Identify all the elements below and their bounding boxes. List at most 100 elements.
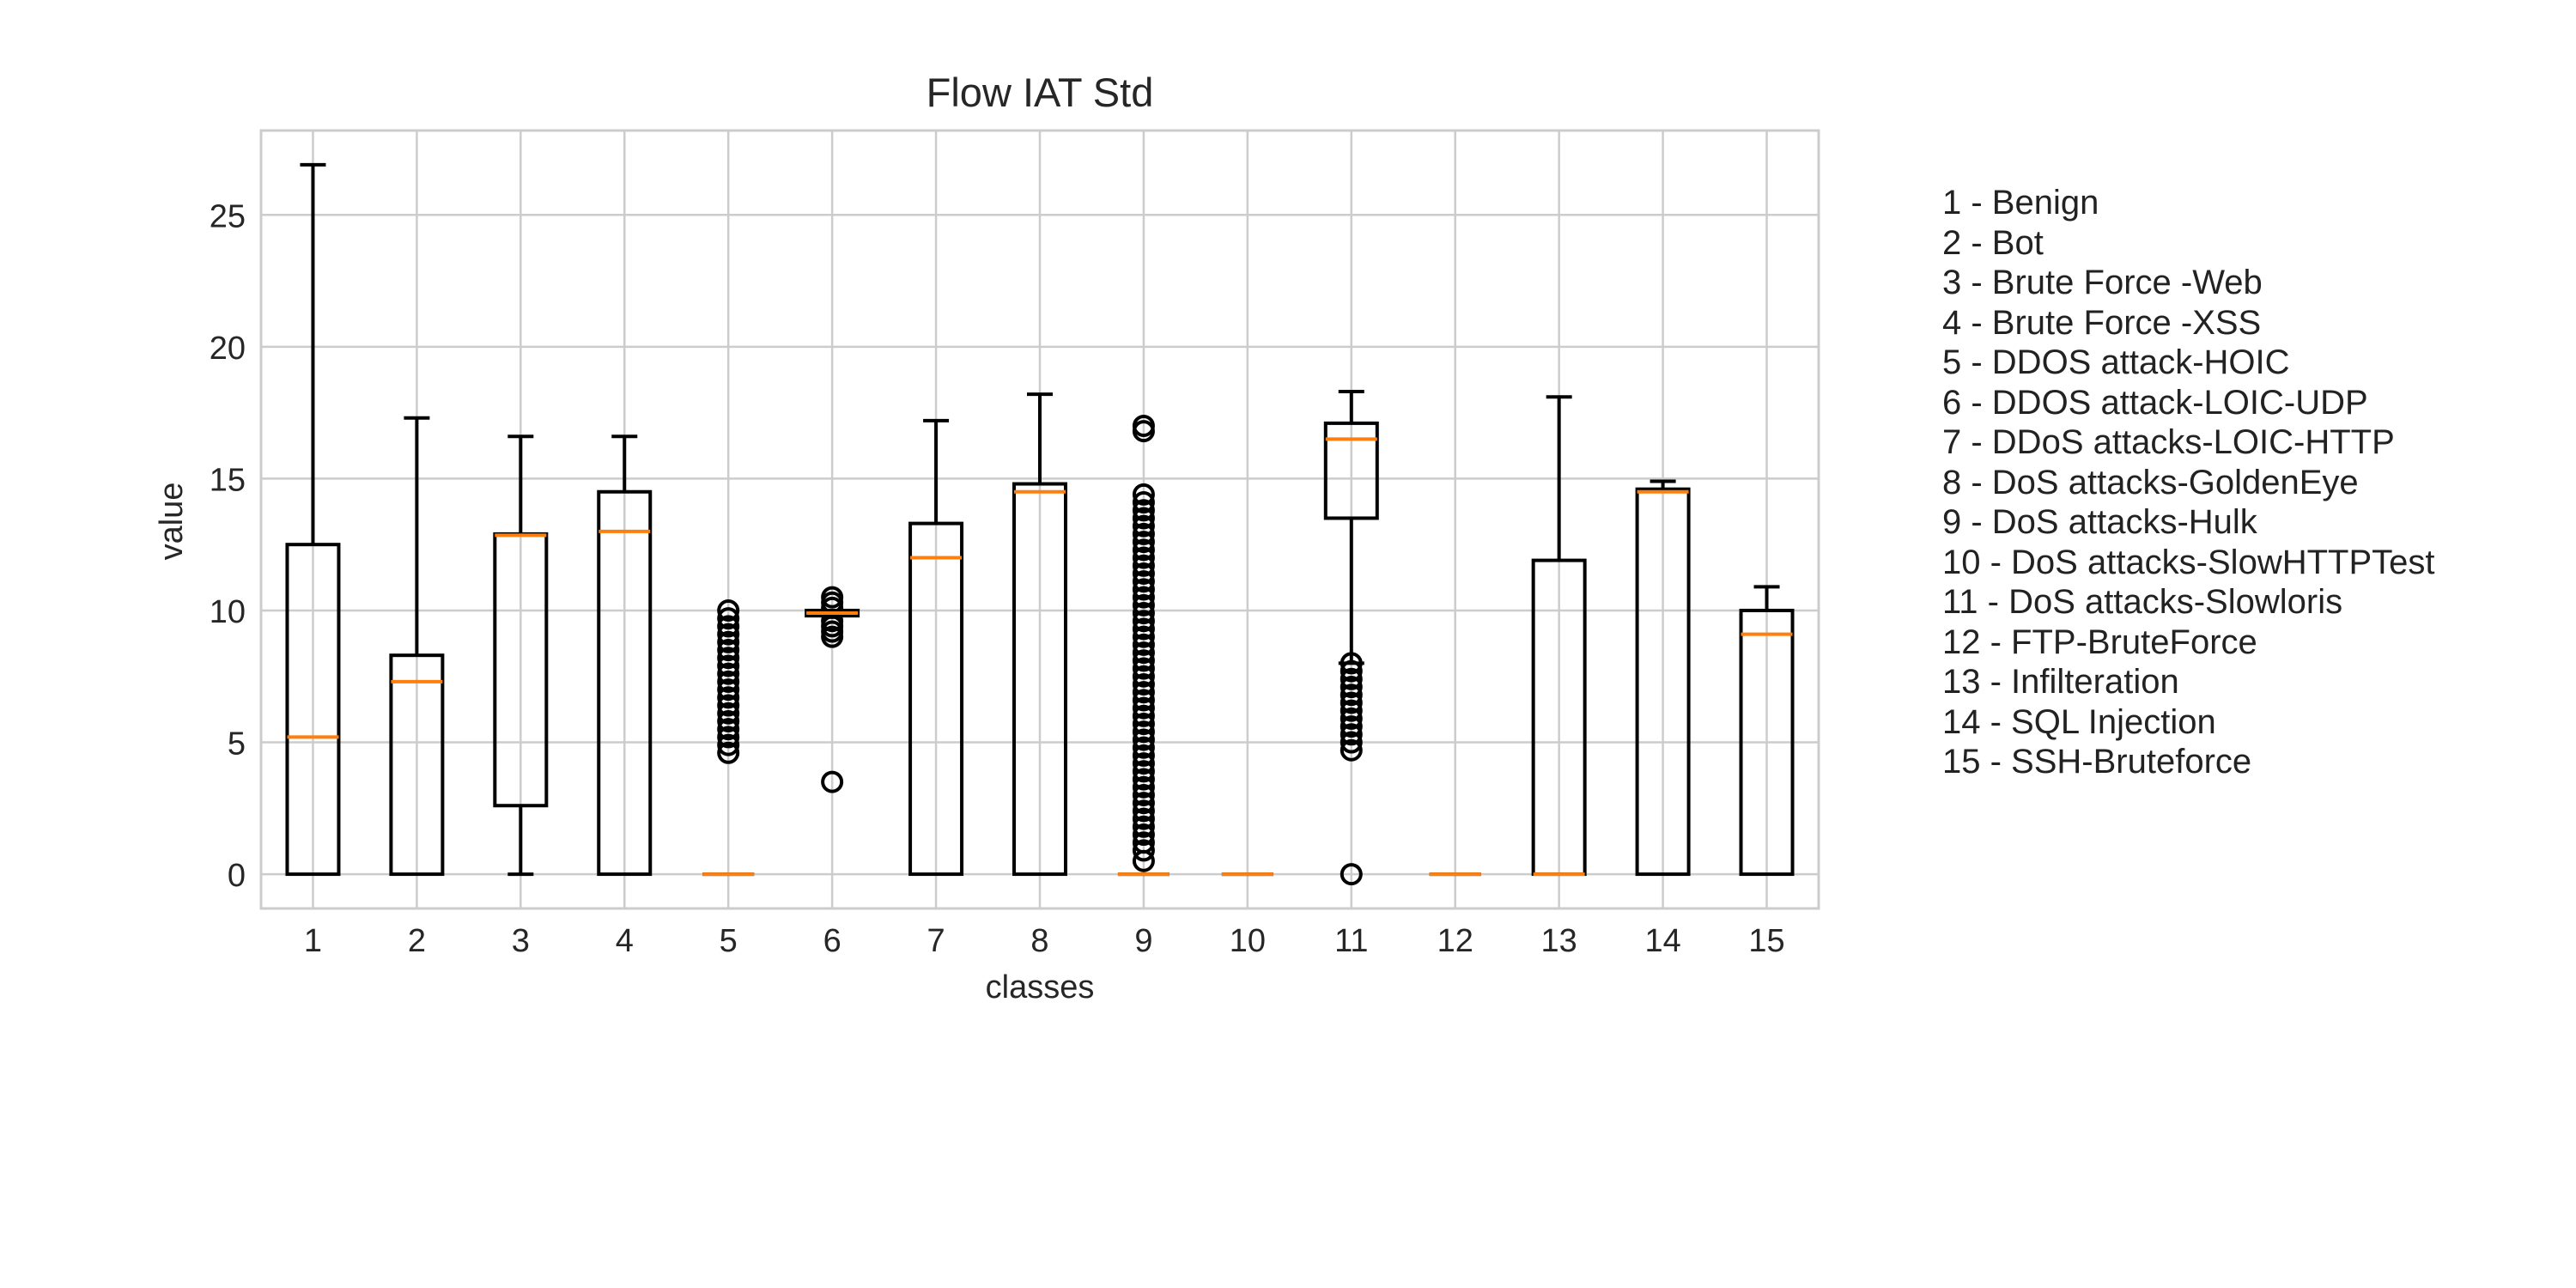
outlier-point bbox=[1132, 514, 1155, 538]
box-group bbox=[1635, 479, 1691, 877]
outlier-point bbox=[1132, 681, 1155, 704]
outlier-point bbox=[1132, 491, 1155, 514]
outlier-point bbox=[1132, 672, 1155, 696]
outlier-point bbox=[1340, 659, 1363, 683]
outlier-point bbox=[1132, 783, 1155, 806]
x-tick-label: 7 bbox=[927, 923, 945, 959]
x-tick-label: 2 bbox=[408, 923, 426, 959]
legend-item: 5 - DDOS attack-HOIC bbox=[1942, 343, 2290, 381]
outlier-point bbox=[1340, 699, 1363, 722]
outlier-point bbox=[1132, 815, 1155, 838]
outlier-point bbox=[1132, 586, 1155, 609]
x-tick-label: 8 bbox=[1030, 923, 1048, 959]
outlier-point bbox=[1340, 667, 1363, 690]
box-group bbox=[702, 598, 755, 877]
outlier-point bbox=[1132, 752, 1155, 775]
class-legend: 1 - Benign 2 - Bot 3 - Brute Force -Web 4 -… bbox=[1942, 183, 2435, 782]
y-tick-label: 15 bbox=[210, 462, 246, 498]
box-group bbox=[493, 434, 549, 877]
x-tick-label: 9 bbox=[1134, 923, 1152, 959]
box-group bbox=[1012, 392, 1067, 877]
outlier-point bbox=[1132, 736, 1155, 759]
outlier-point bbox=[717, 709, 740, 732]
outlier-point bbox=[717, 726, 740, 749]
outlier-point bbox=[717, 623, 740, 646]
box-group bbox=[805, 586, 860, 793]
x-tick-label: 11 bbox=[1334, 923, 1368, 959]
outlier-point bbox=[1340, 683, 1363, 707]
outlier-point bbox=[1132, 775, 1155, 799]
x-tick-label: 5 bbox=[720, 923, 738, 959]
outlier-point bbox=[1132, 831, 1155, 854]
outlier-point bbox=[1132, 562, 1155, 585]
outlier-point bbox=[1132, 617, 1155, 641]
outlier-point bbox=[717, 670, 740, 693]
outlier-point bbox=[1132, 522, 1155, 545]
x-tick-label: 1 bbox=[304, 923, 322, 959]
y-axis-label: value bbox=[154, 483, 190, 561]
legend-item: 1 - Benign bbox=[1942, 184, 2099, 222]
legend-item: 4 - Brute Force -XSS bbox=[1942, 303, 2262, 342]
outlier-point bbox=[1132, 593, 1155, 617]
outlier-point bbox=[1340, 863, 1363, 886]
x-tick-label: 15 bbox=[1748, 923, 1784, 959]
outlier-point bbox=[1132, 720, 1155, 744]
outlier-point bbox=[821, 770, 844, 793]
legend-item: 14 - SQL Injection bbox=[1942, 702, 2216, 741]
outlier-point bbox=[1132, 728, 1155, 751]
outlier-point bbox=[717, 654, 740, 677]
legend-item: 9 - DoS attacks-Hulk bbox=[1942, 503, 2257, 541]
box-group bbox=[389, 416, 445, 877]
outlier-point bbox=[1132, 641, 1155, 665]
outlier-point bbox=[1132, 538, 1155, 562]
x-axis-label: classes bbox=[986, 969, 1095, 1005]
outlier-point bbox=[1132, 625, 1155, 648]
outlier-point bbox=[717, 615, 740, 638]
outlier-point bbox=[717, 630, 740, 653]
box-group bbox=[1323, 390, 1379, 886]
outlier-point bbox=[1132, 507, 1155, 530]
outlier-point bbox=[1132, 665, 1155, 688]
x-tick-label: 3 bbox=[512, 923, 530, 959]
outlier-point bbox=[1340, 707, 1363, 730]
outlier-point bbox=[1132, 531, 1155, 554]
y-tick-label: 25 bbox=[210, 198, 246, 234]
y-tick-label: 20 bbox=[210, 331, 246, 367]
legend-item: 15 - SSH-Bruteforce bbox=[1942, 743, 2252, 781]
outlier-point bbox=[1132, 546, 1155, 569]
outlier-point bbox=[1132, 499, 1155, 522]
outlier-point bbox=[717, 607, 740, 630]
outlier-point bbox=[1340, 676, 1363, 699]
plot-frame bbox=[259, 129, 1820, 910]
outlier-point bbox=[1132, 713, 1155, 736]
outlier-point bbox=[1340, 715, 1363, 738]
outlier-point bbox=[717, 741, 740, 764]
x-tick-label: 12 bbox=[1437, 923, 1473, 959]
outlier-point bbox=[1132, 657, 1155, 680]
outlier-point bbox=[1132, 704, 1155, 727]
box-group bbox=[908, 418, 964, 877]
outlier-point bbox=[1340, 652, 1363, 675]
outlier-point bbox=[1132, 649, 1155, 672]
x-tick-label: 10 bbox=[1230, 923, 1266, 959]
outlier-point bbox=[717, 598, 740, 622]
outlier-point bbox=[1132, 610, 1155, 633]
outlier-point bbox=[717, 702, 740, 725]
legend-item: 10 - DoS attacks-SlowHTTPTest bbox=[1942, 543, 2435, 581]
outlier-point bbox=[1340, 738, 1363, 762]
outlier-point bbox=[717, 647, 740, 670]
outlier-point bbox=[1340, 691, 1363, 714]
outlier-point bbox=[717, 718, 740, 741]
x-tick-label: 13 bbox=[1541, 923, 1577, 959]
outlier-point bbox=[821, 586, 844, 609]
outlier-point bbox=[1132, 570, 1155, 593]
outlier-point bbox=[1132, 744, 1155, 767]
chart-title: Flow IAT Std bbox=[927, 70, 1154, 115]
outlier-point bbox=[1132, 633, 1155, 656]
box-group bbox=[597, 434, 653, 877]
y-tick-label: 5 bbox=[228, 726, 246, 762]
outlier-point bbox=[1132, 414, 1155, 437]
legend-item: 2 - Bot bbox=[1942, 223, 2044, 262]
outlier-point bbox=[1340, 731, 1363, 754]
